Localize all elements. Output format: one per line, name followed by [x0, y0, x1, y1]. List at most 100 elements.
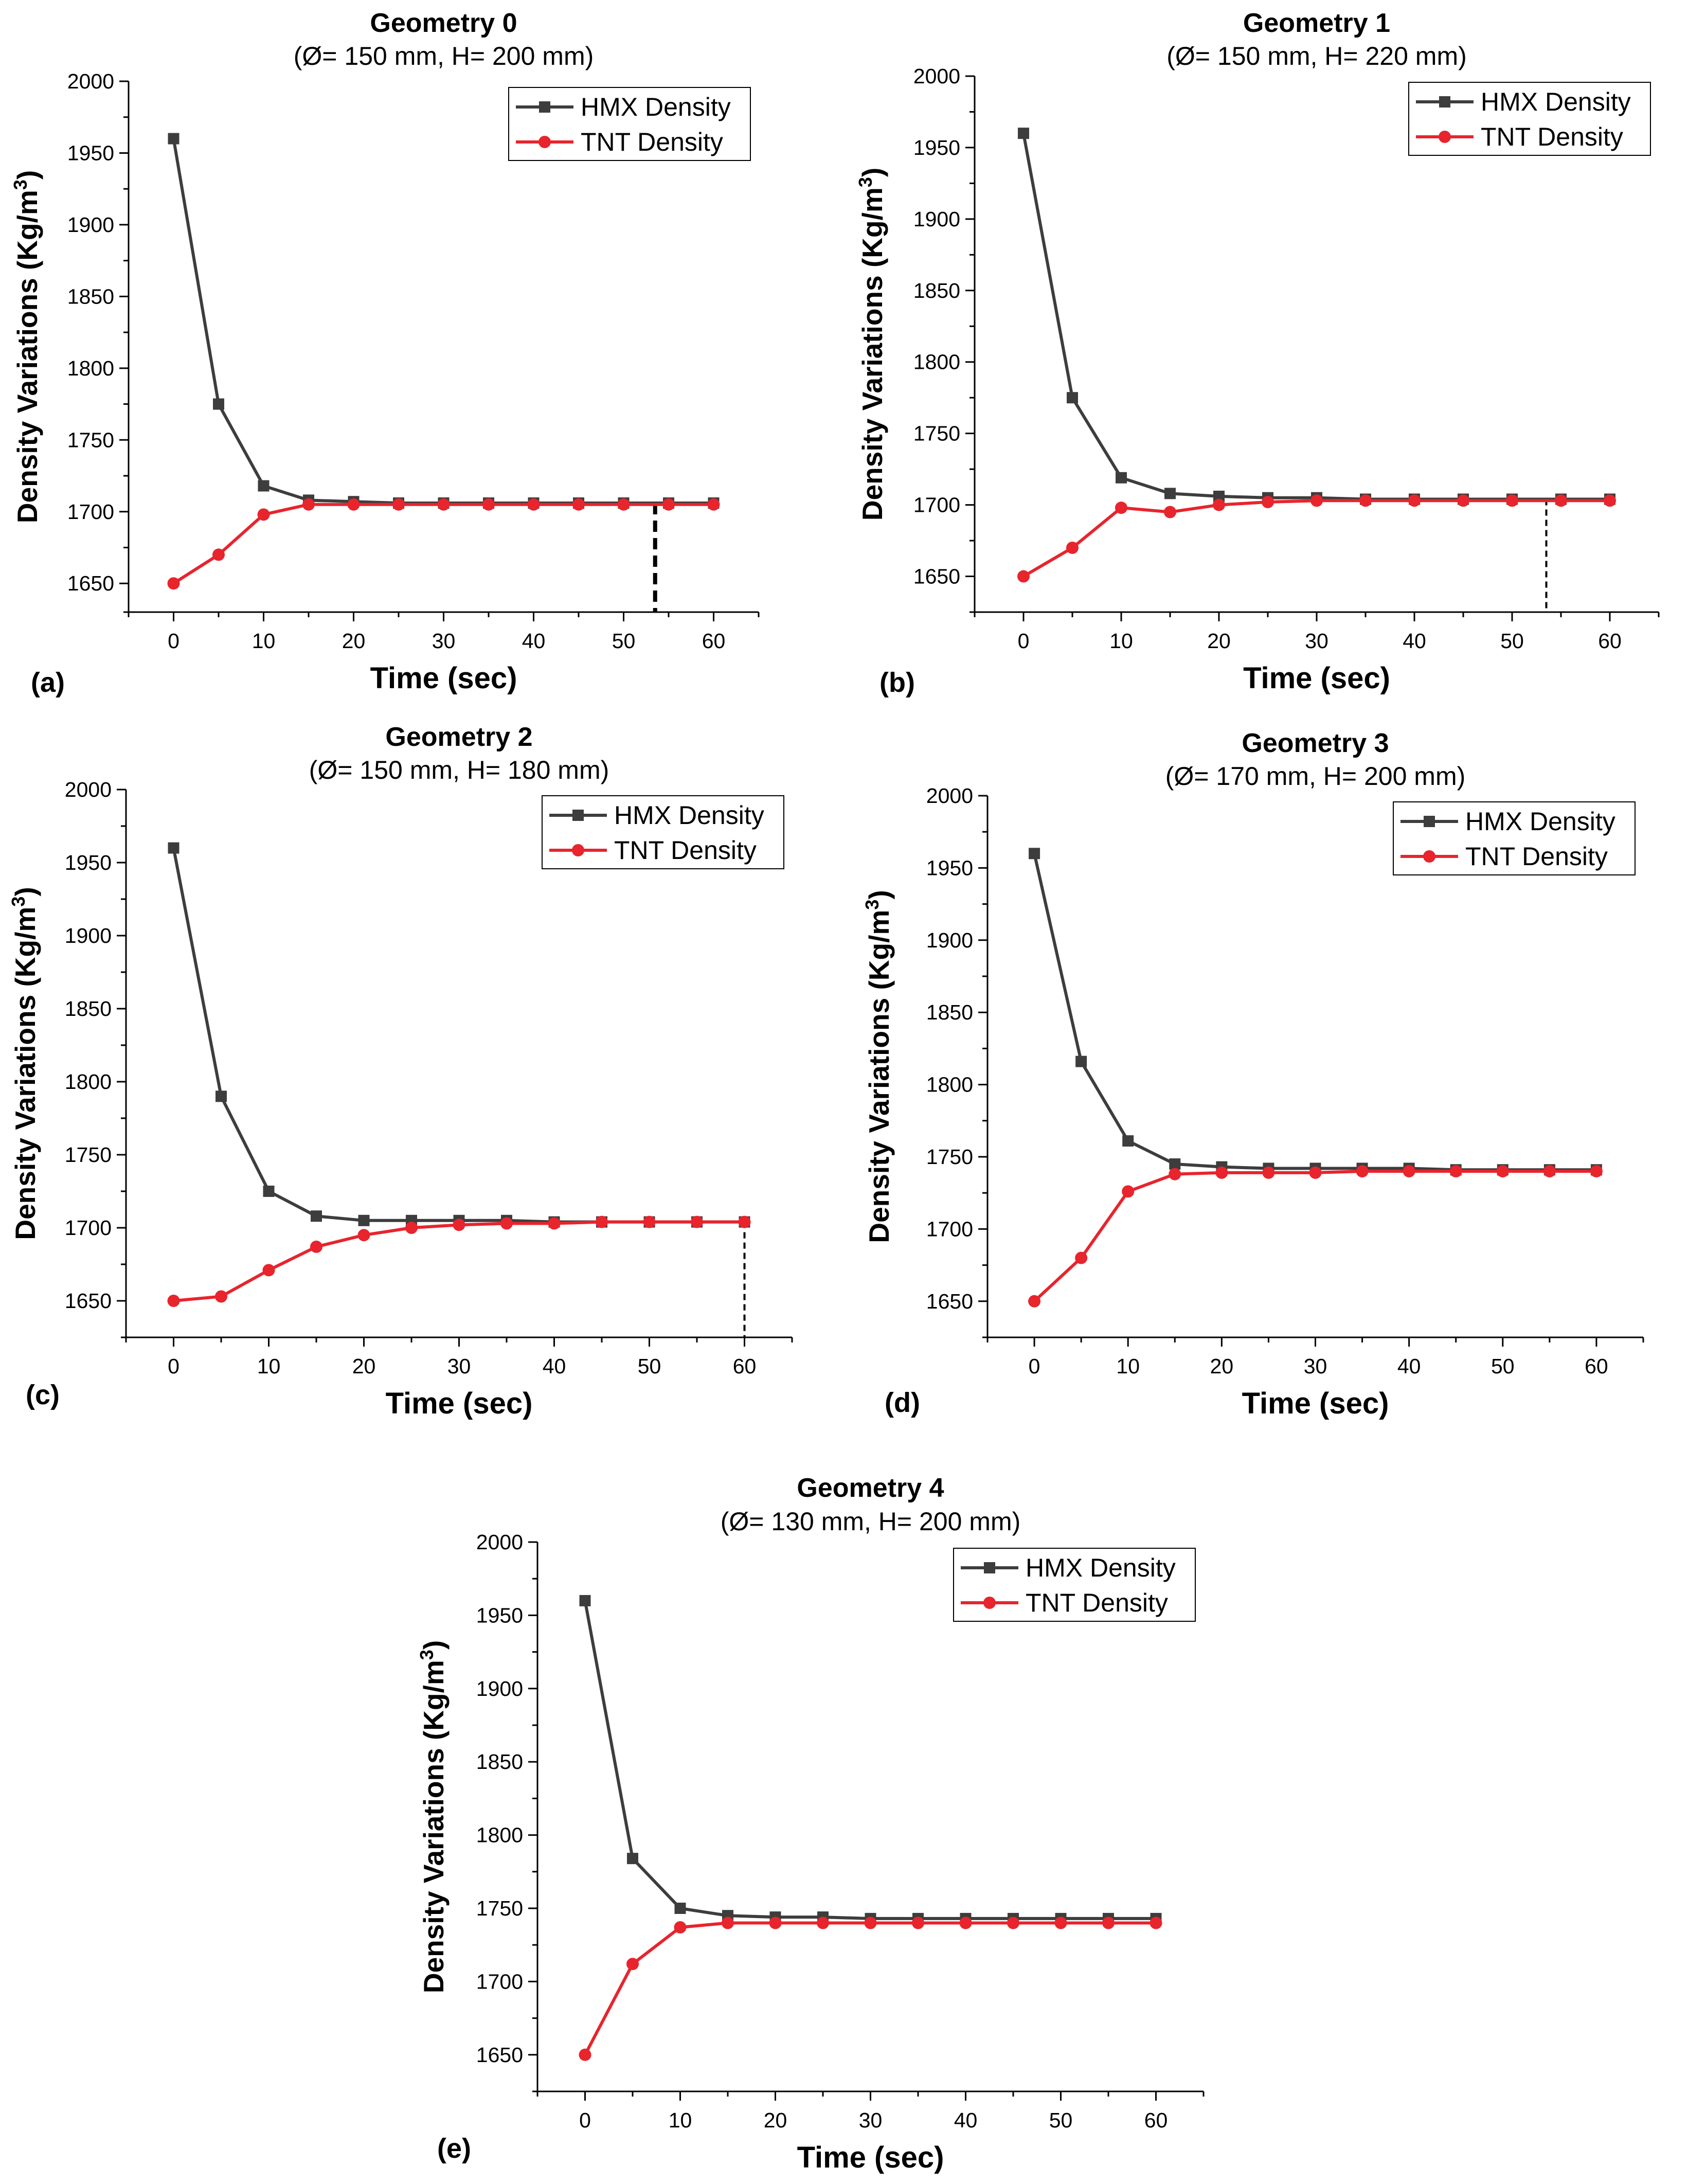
y-tick-label: 1950	[476, 1603, 523, 1627]
data-point-tnt	[1457, 494, 1469, 507]
data-point-tnt	[738, 1215, 751, 1228]
data-point-tnt	[864, 1917, 877, 1929]
y-tick-label: 1800	[926, 1073, 973, 1097]
data-point-tnt	[500, 1217, 513, 1230]
data-point-tnt	[1604, 494, 1616, 507]
series-line-hmx	[172, 848, 745, 1224]
data-point-tnt	[959, 1917, 972, 1929]
data-point-hmx	[258, 480, 270, 492]
series-line-hmx	[172, 138, 714, 505]
legend-swatch-marker	[1424, 816, 1435, 827]
data-point-tnt	[1115, 502, 1127, 514]
x-tick-label: 20	[1207, 629, 1231, 653]
x-tick-label: 40	[1403, 629, 1426, 653]
series-line-hmx	[1033, 853, 1596, 1172]
data-point-tnt	[722, 1917, 734, 1929]
chart-panel-4: Geometry 4 (Ø= 130 mm, H= 200 mm) 0 10 20 30 4…	[416, 1473, 1205, 2174]
data-point-tnt	[1310, 494, 1323, 507]
data-point-tnt	[405, 1222, 418, 1234]
data-point-tnt	[1590, 1165, 1603, 1178]
data-point-tnt	[548, 1217, 561, 1230]
x-tick-label: 40	[543, 1354, 566, 1378]
data-point-hmx	[674, 1903, 686, 1914]
x-tick-label: 20	[352, 1354, 376, 1378]
chart-panel-0: Geometry 0 (Ø= 150 mm, H= 200 mm) 0 10 20 30 4…	[10, 8, 760, 698]
data-point-hmx	[1018, 128, 1029, 139]
y-tick-label: 1800	[913, 350, 960, 374]
y-tick-label: 2000	[65, 778, 112, 801]
data-point-hmx	[168, 133, 179, 145]
chart-panel-2: Geometry 2 (Ø= 150 mm, H= 180 mm) 0 10 20 30 4…	[8, 722, 793, 1420]
x-axis-label: Time (sec)	[797, 2141, 944, 2174]
y-tick-label: 1850	[913, 279, 960, 302]
x-tick-label: 40	[522, 629, 546, 653]
y-tick-label: 1900	[67, 213, 114, 237]
panel-label: (d)	[885, 1387, 920, 1418]
data-point-tnt	[527, 498, 540, 511]
data-point-tnt	[643, 1215, 656, 1228]
data-point-tnt	[1262, 496, 1274, 509]
data-point-tnt	[1359, 494, 1372, 507]
data-point-tnt	[1449, 1165, 1462, 1178]
y-tick-label: 2000	[67, 69, 114, 93]
legend-swatch-marker	[983, 1597, 996, 1609]
y-tick-label: 1800	[67, 356, 114, 380]
x-axis-label: Time (sec)	[1243, 661, 1390, 695]
y-tick-label: 1700	[926, 1217, 973, 1241]
data-point-tnt	[707, 498, 720, 511]
data-point-hmx	[1029, 848, 1040, 860]
data-point-tnt	[1066, 541, 1079, 554]
y-tick-label: 1900	[65, 924, 112, 947]
x-tick-label: 0	[1018, 629, 1030, 653]
x-tick-label: 20	[764, 2108, 787, 2132]
legend-label: TNT Density	[1465, 842, 1608, 871]
data-point-tnt	[482, 498, 495, 511]
data-point-tnt	[1215, 1166, 1228, 1179]
data-point-tnt	[1007, 1917, 1019, 1929]
y-tick-label: 1650	[67, 571, 114, 595]
chart-title: Geometry 4	[797, 1473, 944, 1503]
legend-box	[953, 1548, 1196, 1622]
y-tick-label: 1950	[67, 141, 114, 165]
data-point-tnt	[1102, 1917, 1115, 1929]
data-point-tnt	[1403, 1165, 1415, 1178]
legend-swatch-marker	[538, 136, 551, 148]
data-point-tnt	[357, 1229, 370, 1242]
legend-box	[508, 87, 751, 161]
x-axis-label: Time (sec)	[1242, 1387, 1389, 1420]
y-tick-label: 1850	[476, 1750, 523, 1774]
chart-panel-1: Geometry 1 (Ø= 150 mm, H= 220 mm) 0 10 20 30 4…	[855, 8, 1660, 698]
y-tick-label: 1850	[67, 284, 114, 308]
chart-panel-3: Geometry 3 (Ø= 170 mm, H= 200 mm) 0 10 20 30 4…	[861, 728, 1644, 1420]
data-point-hmx	[311, 1210, 322, 1222]
x-tick-label: 50	[1491, 1354, 1515, 1378]
x-tick-label: 60	[702, 629, 726, 653]
data-point-hmx	[263, 1186, 275, 1197]
legend: HMX Density TNT Density	[1393, 801, 1636, 875]
panel-label: (a)	[31, 667, 65, 698]
y-tick-label: 1750	[65, 1143, 112, 1167]
legend-label: HMX Density	[1465, 807, 1615, 836]
y-tick-label: 1750	[913, 422, 960, 445]
data-point-tnt	[1262, 1166, 1275, 1179]
series-line-hmx	[583, 1600, 1156, 1920]
x-tick-label: 60	[1598, 629, 1622, 653]
legend: HMX Density TNT Density	[1408, 82, 1651, 156]
data-point-hmx	[358, 1214, 370, 1226]
x-tick-label: 50	[612, 629, 636, 653]
y-tick-label: 1650	[65, 1289, 112, 1313]
x-tick-label: 20	[1210, 1354, 1234, 1378]
y-tick-label: 1750	[67, 428, 114, 452]
x-tick-label: 10	[669, 2108, 692, 2132]
legend: HMX Density TNT Density	[542, 795, 784, 869]
x-tick-label: 40	[1397, 1354, 1421, 1378]
data-point-tnt	[1543, 1165, 1556, 1178]
series-line-hmx	[1022, 133, 1610, 501]
y-tick-label: 1850	[926, 1000, 973, 1024]
y-tick-label: 1700	[65, 1216, 112, 1240]
chart-subtitle: (Ø= 150 mm, H= 220 mm)	[1166, 42, 1467, 70]
data-point-hmx	[1067, 392, 1078, 404]
legend-label: HMX Density	[1026, 1553, 1176, 1582]
series-line-tnt	[172, 503, 714, 585]
